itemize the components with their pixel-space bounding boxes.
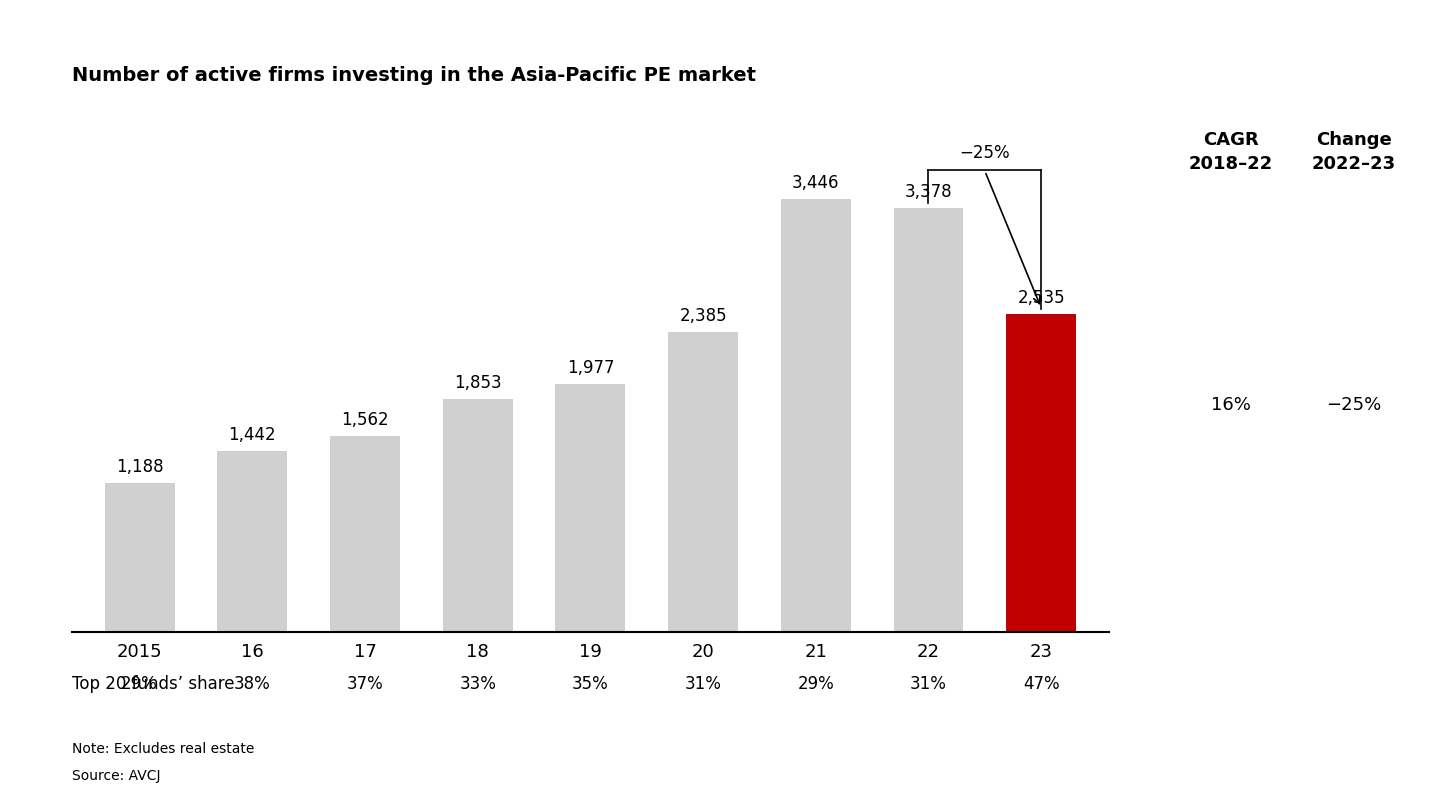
Text: 29%: 29% <box>798 676 834 693</box>
Bar <box>330 436 400 632</box>
Text: Change
2022–23: Change 2022–23 <box>1312 131 1395 173</box>
Text: 3,378: 3,378 <box>904 183 952 201</box>
Text: 3,446: 3,446 <box>792 174 840 192</box>
Text: 1,853: 1,853 <box>454 374 501 392</box>
Text: Number of active firms investing in the Asia-Pacific PE market: Number of active firms investing in the … <box>72 66 756 85</box>
Bar <box>894 207 963 632</box>
Text: 2,535: 2,535 <box>1018 288 1066 307</box>
Text: 35%: 35% <box>572 676 609 693</box>
Bar <box>780 199 851 632</box>
Text: 16%: 16% <box>1211 396 1251 414</box>
Text: Source: AVCJ: Source: AVCJ <box>72 769 160 783</box>
Text: 38%: 38% <box>233 676 271 693</box>
Bar <box>668 332 739 632</box>
Text: 1,562: 1,562 <box>341 411 389 428</box>
Bar <box>217 450 287 632</box>
Text: 1,977: 1,977 <box>567 359 613 377</box>
Text: CAGR
2018–22: CAGR 2018–22 <box>1189 131 1273 173</box>
Text: Note: Excludes real estate: Note: Excludes real estate <box>72 742 255 757</box>
Text: Top 20 funds’ share: Top 20 funds’ share <box>72 676 235 693</box>
Text: 2,385: 2,385 <box>680 308 727 326</box>
Text: 1,442: 1,442 <box>229 426 276 444</box>
Text: 29%: 29% <box>121 676 158 693</box>
Text: 33%: 33% <box>459 676 497 693</box>
Text: 47%: 47% <box>1022 676 1060 693</box>
Text: 37%: 37% <box>347 676 383 693</box>
Text: 31%: 31% <box>684 676 721 693</box>
Text: 31%: 31% <box>910 676 948 693</box>
Text: 1,188: 1,188 <box>115 458 163 475</box>
Bar <box>556 384 625 632</box>
Bar <box>442 399 513 632</box>
Bar <box>105 483 174 632</box>
Text: −25%: −25% <box>1326 396 1381 414</box>
Bar <box>1007 313 1076 632</box>
Text: −25%: −25% <box>959 144 1009 162</box>
